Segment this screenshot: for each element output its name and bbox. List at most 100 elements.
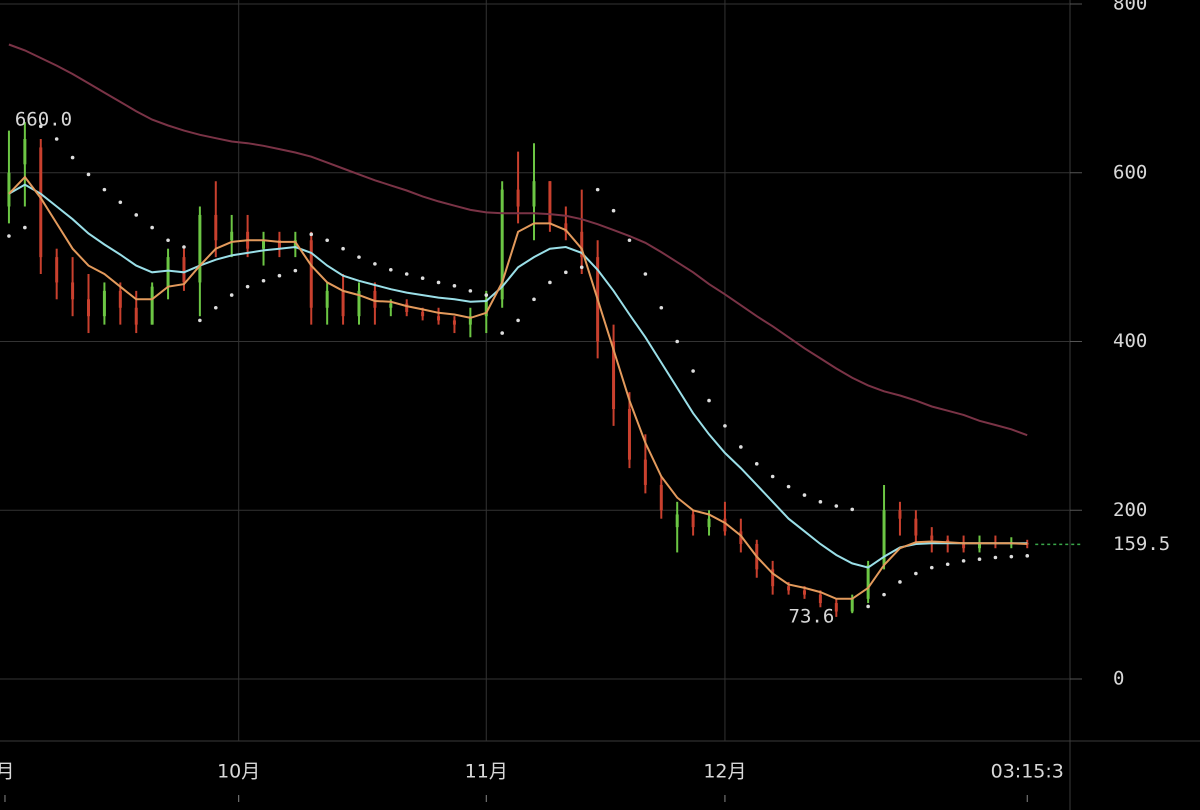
bar-body bbox=[612, 341, 616, 409]
sar-dot bbox=[436, 280, 441, 285]
bar-body bbox=[850, 598, 854, 612]
bar-body bbox=[405, 303, 409, 312]
sar-dot bbox=[564, 270, 568, 275]
sar-dot bbox=[707, 398, 711, 403]
bar-body bbox=[1025, 543, 1029, 545]
y-tick-label: 0 bbox=[1113, 668, 1124, 690]
bar-body bbox=[643, 459, 647, 485]
sar-dot bbox=[166, 238, 170, 243]
sar-dot bbox=[341, 246, 345, 251]
sar-dot bbox=[548, 280, 552, 285]
sar-dot bbox=[134, 213, 139, 217]
bar-body bbox=[421, 311, 425, 317]
sar-dot bbox=[500, 331, 504, 335]
sar-dot bbox=[929, 565, 934, 570]
bar-body bbox=[357, 290, 361, 317]
sar-dot bbox=[532, 297, 536, 302]
bar-body bbox=[230, 231, 234, 241]
bar-body bbox=[166, 257, 170, 287]
bar-body bbox=[452, 320, 456, 325]
sar-dot bbox=[882, 592, 886, 597]
bar-body bbox=[802, 590, 806, 595]
bar-body bbox=[978, 542, 982, 549]
bar-body bbox=[787, 586, 791, 591]
sar-dot bbox=[213, 305, 218, 310]
y-tick-label: 200 bbox=[1113, 499, 1147, 521]
sar-dot bbox=[102, 187, 107, 192]
sar-dot bbox=[627, 238, 632, 243]
bar-body bbox=[150, 286, 154, 325]
bar-body bbox=[882, 510, 886, 566]
bar-body bbox=[484, 299, 488, 317]
sar-dot bbox=[452, 284, 457, 288]
bar-body bbox=[739, 531, 743, 544]
bar-body bbox=[659, 484, 663, 511]
moving-average bbox=[8, 183, 1028, 569]
sar-dot bbox=[675, 339, 680, 344]
sar-dot bbox=[1025, 554, 1030, 558]
sar-dot bbox=[484, 293, 489, 297]
sar-dot bbox=[611, 208, 616, 213]
bar-body bbox=[723, 518, 727, 532]
bar-body bbox=[818, 594, 822, 604]
sar-dot bbox=[261, 278, 266, 283]
sar-dot bbox=[866, 604, 870, 609]
sar-dot bbox=[23, 225, 27, 230]
x-tick-label: 10月 bbox=[217, 761, 260, 783]
x-tick-label: 12月 bbox=[703, 761, 746, 783]
sar-dot bbox=[945, 562, 950, 567]
sar-dot bbox=[977, 557, 982, 561]
bar-body bbox=[389, 303, 393, 308]
bar-body bbox=[437, 316, 441, 321]
sar-dot bbox=[961, 559, 966, 563]
sar-dot bbox=[993, 555, 998, 560]
sar-dot bbox=[229, 293, 234, 297]
sar-dot bbox=[357, 255, 361, 259]
bar-body bbox=[691, 514, 695, 528]
sar-dot bbox=[770, 474, 775, 479]
sar-dot bbox=[850, 507, 855, 512]
bar-body bbox=[627, 409, 631, 460]
bar-body bbox=[293, 240, 297, 249]
sar-dot bbox=[86, 172, 91, 177]
bar-body bbox=[214, 214, 218, 241]
sar-dot bbox=[54, 137, 59, 141]
y-tick-label: 400 bbox=[1113, 330, 1147, 352]
sar-dot bbox=[834, 504, 839, 508]
bar-body bbox=[182, 257, 186, 283]
bar-body bbox=[55, 257, 59, 283]
extreme-label: 660.0 bbox=[15, 109, 72, 131]
sar-dot bbox=[373, 262, 377, 266]
bar-body bbox=[7, 172, 11, 207]
bar-body bbox=[118, 290, 122, 308]
sar-dot bbox=[818, 500, 823, 504]
y-tick-label: 800 bbox=[1113, 0, 1147, 15]
bar-body bbox=[468, 316, 472, 325]
sar-dot bbox=[579, 265, 584, 270]
bar-body bbox=[898, 510, 902, 519]
sar-dot bbox=[516, 318, 520, 323]
sar-dot bbox=[198, 318, 202, 323]
bar-body bbox=[930, 535, 934, 540]
bar-body bbox=[532, 181, 536, 207]
sar-dot bbox=[802, 493, 807, 497]
bar-body bbox=[87, 299, 91, 317]
bar-body bbox=[325, 290, 329, 308]
sar-dot bbox=[277, 273, 282, 278]
sar-dot bbox=[118, 200, 123, 205]
bar-body bbox=[277, 240, 281, 249]
moving-average bbox=[8, 43, 1028, 437]
bar-body bbox=[564, 223, 568, 232]
bar-body bbox=[262, 240, 266, 249]
bar-body bbox=[23, 139, 27, 165]
x-tick-label: 11月 bbox=[465, 761, 508, 783]
sar-dot bbox=[1009, 554, 1014, 559]
sar-dot bbox=[38, 124, 43, 129]
bar-body bbox=[866, 565, 870, 599]
sar-dot bbox=[245, 284, 250, 289]
bar-body bbox=[500, 189, 504, 300]
bar-body bbox=[341, 290, 345, 317]
bar-body bbox=[707, 518, 711, 528]
sar-dot bbox=[404, 272, 409, 276]
extreme-label: 73.6 bbox=[789, 605, 835, 627]
